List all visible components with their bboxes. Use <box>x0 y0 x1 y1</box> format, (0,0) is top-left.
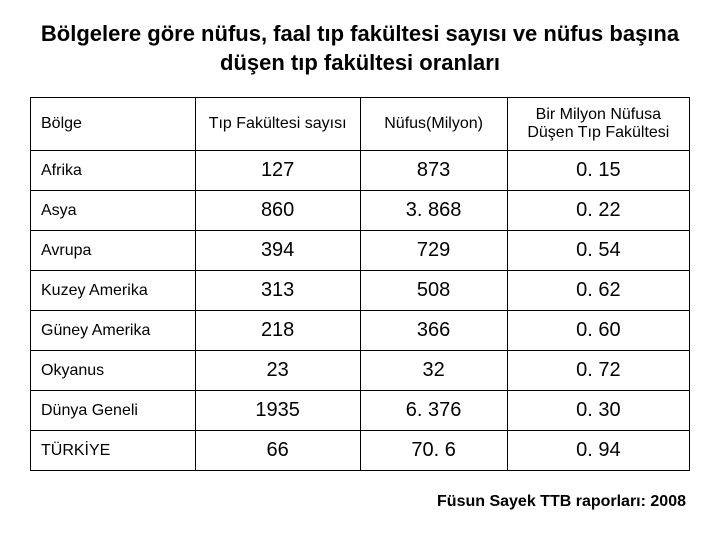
cell-fac: 218 <box>195 311 360 351</box>
cell-region: Güney Amerika <box>31 311 196 351</box>
slide-container: Bölgelere göre nüfus, faal tıp fakültesi… <box>0 0 720 531</box>
cell-fac: 127 <box>195 151 360 191</box>
cell-pop: 729 <box>360 231 507 271</box>
cell-region: Asya <box>31 191 196 231</box>
cell-pop: 366 <box>360 311 507 351</box>
cell-fac: 1935 <box>195 391 360 431</box>
table-row: Kuzey Amerika 313 508 0. 62 <box>31 271 690 311</box>
cell-fac: 23 <box>195 351 360 391</box>
table-header-row: Bölge Tıp Fakültesi sayısı Nüfus(Milyon)… <box>31 98 690 151</box>
cell-region: Avrupa <box>31 231 196 271</box>
cell-ratio: 0. 62 <box>507 271 689 311</box>
cell-pop: 32 <box>360 351 507 391</box>
col-header-ratio: Bir Milyon Nüfusa Düşen Tıp Fakültesi <box>507 98 689 151</box>
col-header-region: Bölge <box>31 98 196 151</box>
data-table: Bölge Tıp Fakültesi sayısı Nüfus(Milyon)… <box>30 97 690 471</box>
cell-ratio: 0. 22 <box>507 191 689 231</box>
col-header-fac: Tıp Fakültesi sayısı <box>195 98 360 151</box>
table-row: Güney Amerika 218 366 0. 60 <box>31 311 690 351</box>
cell-fac: 313 <box>195 271 360 311</box>
col-header-pop: Nüfus(Milyon) <box>360 98 507 151</box>
cell-pop: 508 <box>360 271 507 311</box>
table-row: Asya 860 3. 868 0. 22 <box>31 191 690 231</box>
table-row: TÜRKİYE 66 70. 6 0. 94 <box>31 431 690 471</box>
cell-region: TÜRKİYE <box>31 431 196 471</box>
cell-ratio: 0. 72 <box>507 351 689 391</box>
cell-pop: 70. 6 <box>360 431 507 471</box>
cell-fac: 66 <box>195 431 360 471</box>
cell-pop: 3. 868 <box>360 191 507 231</box>
cell-ratio: 0. 15 <box>507 151 689 191</box>
cell-ratio: 0. 54 <box>507 231 689 271</box>
table-row: Okyanus 23 32 0. 72 <box>31 351 690 391</box>
cell-region: Afrika <box>31 151 196 191</box>
cell-region: Kuzey Amerika <box>31 271 196 311</box>
cell-region: Dünya Geneli <box>31 391 196 431</box>
page-title: Bölgelere göre nüfus, faal tıp fakültesi… <box>30 20 690 77</box>
cell-ratio: 0. 94 <box>507 431 689 471</box>
cell-ratio: 0. 60 <box>507 311 689 351</box>
source-text: Füsun Sayek TTB raporları: 2008 <box>30 493 686 511</box>
cell-pop: 873 <box>360 151 507 191</box>
cell-fac: 394 <box>195 231 360 271</box>
cell-fac: 860 <box>195 191 360 231</box>
cell-pop: 6. 376 <box>360 391 507 431</box>
table-row: Avrupa 394 729 0. 54 <box>31 231 690 271</box>
table-row: Dünya Geneli 1935 6. 376 0. 30 <box>31 391 690 431</box>
cell-ratio: 0. 30 <box>507 391 689 431</box>
cell-region: Okyanus <box>31 351 196 391</box>
table-row: Afrika 127 873 0. 15 <box>31 151 690 191</box>
